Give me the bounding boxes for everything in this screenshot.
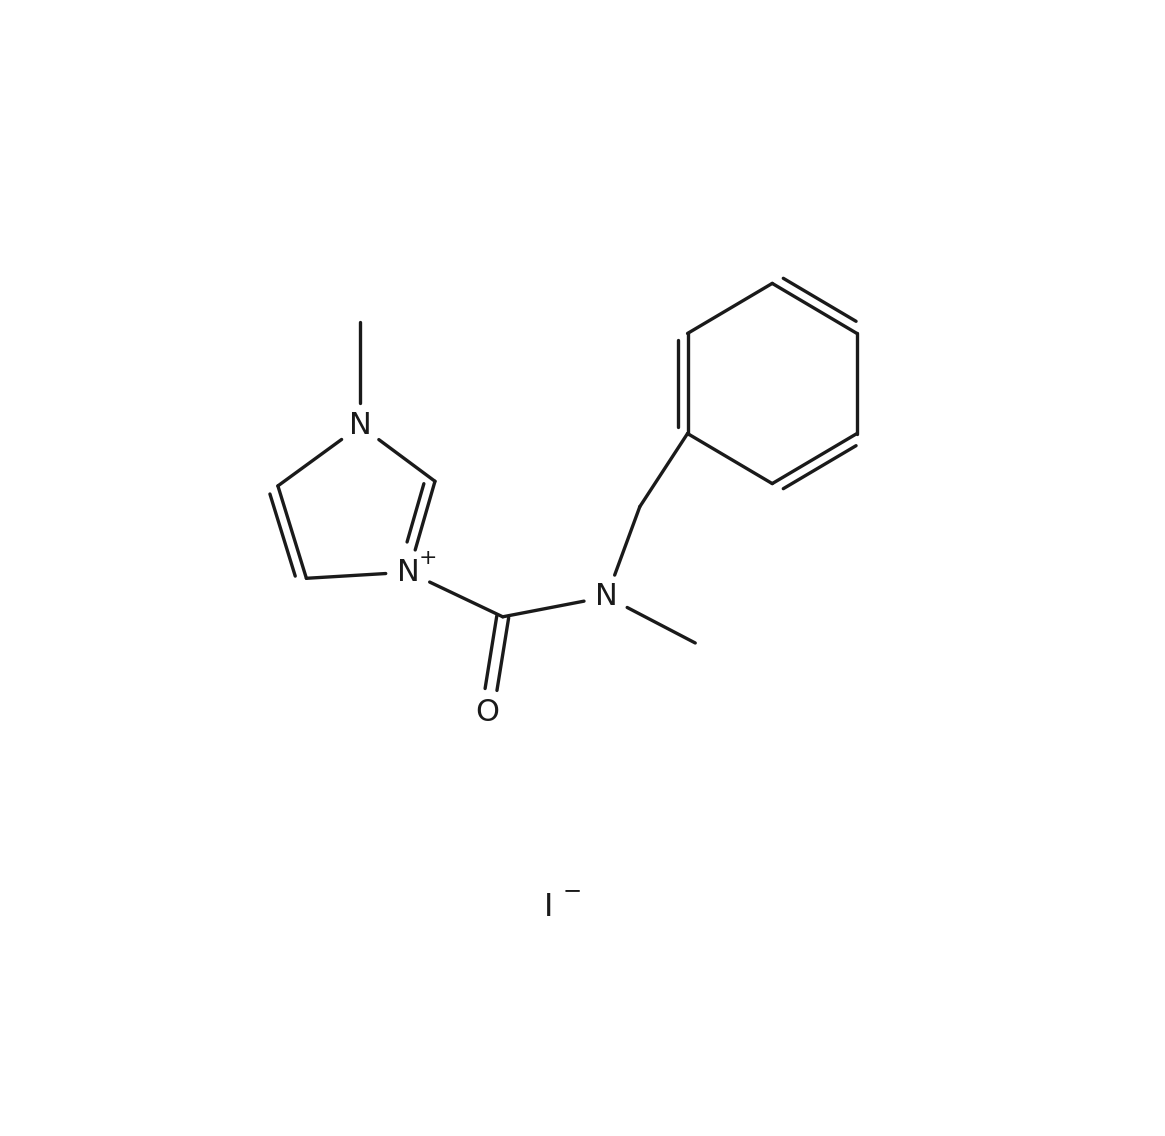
Text: N: N — [348, 411, 372, 441]
Text: N: N — [595, 583, 619, 611]
Text: −: − — [563, 878, 581, 902]
Text: I: I — [544, 892, 553, 922]
Text: +: + — [418, 549, 437, 568]
Text: N: N — [397, 558, 421, 586]
Text: O: O — [475, 698, 500, 727]
